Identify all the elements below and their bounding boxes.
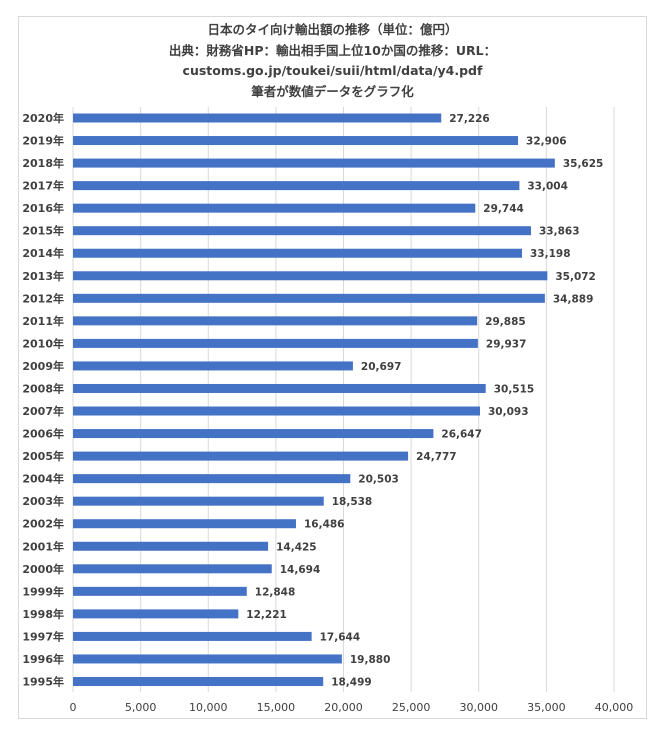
data-label: 30,515	[494, 383, 535, 395]
x-tick-label: 20,000	[324, 701, 363, 714]
data-label: 20,697	[361, 361, 402, 373]
bar	[73, 429, 434, 439]
category-label: 2018年	[22, 156, 64, 170]
data-label: 29,744	[483, 203, 524, 215]
data-label: 12,221	[246, 609, 287, 621]
gridlines	[72, 107, 615, 692]
category-label: 2006年	[22, 427, 64, 441]
bar	[73, 474, 351, 484]
category-label: 2013年	[22, 269, 64, 283]
x-tick-label: 10,000	[189, 701, 228, 714]
data-label: 35,625	[563, 158, 604, 170]
bar	[73, 181, 520, 191]
data-label: 27,226	[449, 113, 490, 125]
category-label: 1995年	[22, 675, 64, 689]
data-label: 12,848	[255, 586, 296, 598]
data-label: 24,777	[416, 451, 457, 463]
data-label: 32,906	[526, 136, 567, 148]
bar	[73, 293, 545, 303]
bar	[73, 316, 478, 326]
category-label: 1999年	[22, 584, 64, 598]
x-tick-label: 25,000	[392, 701, 431, 714]
x-tick-label: 5,000	[125, 701, 157, 714]
bar	[73, 271, 548, 281]
data-label: 18,538	[332, 496, 373, 508]
bar	[73, 496, 324, 506]
bar	[73, 248, 523, 258]
category-label: 2011年	[22, 314, 64, 328]
bar	[73, 338, 478, 348]
bar	[73, 541, 269, 551]
bar	[73, 226, 531, 236]
data-label: 19,880	[350, 654, 391, 666]
bar	[73, 203, 476, 213]
data-label: 16,486	[304, 519, 345, 531]
x-tick-label: 35,000	[527, 701, 566, 714]
bars	[73, 113, 555, 686]
bar	[73, 113, 442, 123]
chart-title-line-2: 出典：財務省HP：輸出相手国上位10か国の推移：URL：	[168, 42, 497, 58]
bar	[73, 136, 519, 146]
category-label: 2019年	[22, 134, 64, 148]
category-label: 2016年	[22, 201, 64, 215]
chart-title-line-4: 筆者が数値データをグラフ化	[251, 83, 414, 99]
data-label: 33,863	[539, 226, 580, 238]
category-label: 2003年	[22, 494, 64, 508]
data-label: 14,694	[280, 564, 321, 576]
chart-title-line-1: 日本のタイ向け輸出額の推移（単位：億円）	[207, 22, 458, 37]
data-label: 33,004	[527, 181, 568, 193]
category-label: 1996年	[22, 652, 64, 666]
category-label: 1997年	[22, 629, 64, 643]
category-label: 2008年	[22, 381, 64, 395]
data-label: 14,425	[276, 541, 317, 553]
data-label: 29,937	[486, 338, 527, 350]
category-label: 2001年	[22, 539, 64, 553]
x-tick-label: 15,000	[257, 701, 296, 714]
category-label: 2009年	[22, 359, 64, 373]
bar	[73, 677, 324, 686]
bar	[73, 519, 296, 529]
data-label: 33,198	[530, 248, 571, 260]
category-label: 2012年	[22, 291, 64, 305]
x-axis-tick-labels: 0 5,000 10,000 15,000 20,000 25,000 30,000 35,0…	[70, 701, 634, 714]
chart-title-line-3: customs.go.jp/toukei/suii/html/data/y4.p…	[182, 63, 483, 78]
category-label: 2004年	[22, 472, 64, 486]
x-tick-label: 40,000	[595, 701, 634, 714]
data-label: 18,499	[331, 677, 372, 689]
category-label: 2010年	[22, 336, 64, 350]
data-label: 35,072	[555, 271, 596, 283]
bar	[73, 654, 342, 664]
category-label: 2020年	[22, 111, 64, 125]
data-label: 20,503	[358, 474, 399, 486]
category-label: 2002年	[22, 517, 64, 531]
bar	[73, 158, 555, 168]
data-label: 34,889	[553, 293, 594, 305]
bar	[73, 406, 481, 416]
x-tick-label: 0	[70, 701, 77, 714]
bar	[73, 564, 272, 574]
category-label: 2000年	[22, 562, 64, 576]
bar	[73, 586, 247, 596]
category-label: 2017年	[22, 179, 64, 193]
bar	[73, 609, 239, 619]
category-label: 2007年	[22, 404, 64, 418]
x-tick-label: 30,000	[460, 701, 499, 714]
category-label: 1998年	[22, 607, 64, 621]
category-labels: 2020年 2019年 2018年 2017年 2016年 2015年 2014年 2013年…	[22, 111, 64, 689]
category-label: 2015年	[22, 224, 64, 238]
bar	[73, 451, 409, 461]
bar	[73, 361, 353, 371]
chart-title: 日本のタイ向け輸出額の推移（単位：億円） 出典：財務省HP：輸出相手国上位10か…	[18, 20, 647, 102]
bar	[73, 383, 486, 393]
category-label: 2005年	[22, 449, 64, 463]
data-label: 30,093	[488, 406, 529, 418]
bar	[73, 631, 312, 641]
category-label: 2014年	[22, 246, 64, 260]
data-label: 17,644	[320, 631, 361, 643]
data-label: 29,885	[485, 316, 526, 328]
data-label: 26,647	[441, 429, 482, 441]
